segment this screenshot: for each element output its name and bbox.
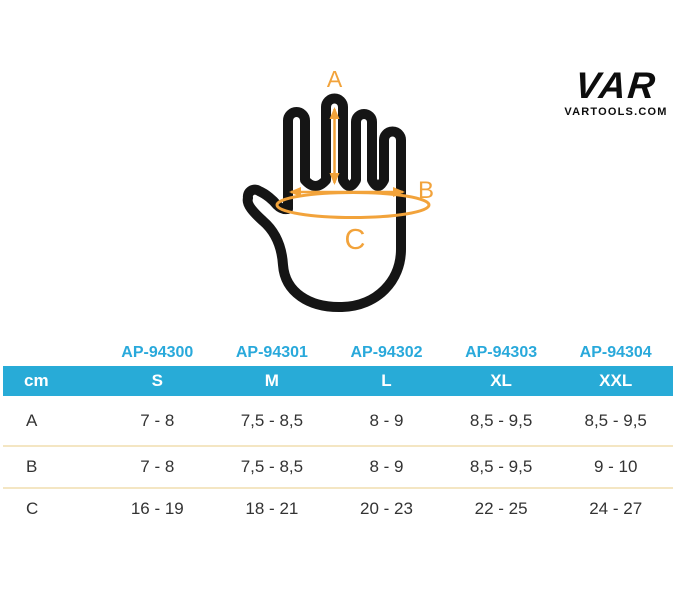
value-cell: 16 - 19 [130, 499, 184, 518]
value-cell: 24 - 27 [589, 499, 643, 518]
row-label: C [26, 499, 39, 518]
product-code: AP-94301 [235, 344, 308, 361]
value-cell: 9 - 10 [593, 457, 638, 476]
size-header: S [151, 371, 163, 390]
diagram-label-a: A [327, 66, 343, 92]
row-label: A [26, 410, 38, 430]
size-table: AP-94300 AP-94301 AP-94302 AP-94303 AP-9… [3, 340, 673, 529]
value-cell: 8,5 - 9,5 [469, 410, 533, 430]
size-header: M [264, 371, 279, 390]
product-code: AP-94303 [465, 344, 538, 361]
size-header: L [381, 371, 392, 390]
hand-outline-icon [242, 93, 406, 313]
measurement-row-a: A 7 - 8 7,5 - 8,5 8 - 9 8,5 - 9,5 8,5 - … [3, 396, 673, 445]
logo-wordmark: VAR [573, 65, 659, 106]
value-cell: 7 - 8 [140, 457, 175, 476]
product-code: AP-94302 [350, 344, 423, 361]
value-cell: 18 - 21 [245, 499, 299, 518]
size-header: XXL [599, 371, 633, 390]
hand-measurement-diagram: A B C [225, 58, 455, 330]
row-label: B [26, 457, 38, 476]
code-cell-spacer [3, 362, 100, 366]
unit-label: cm [24, 371, 49, 390]
value-cell: 20 - 23 [360, 499, 413, 518]
size-header: XL [490, 371, 512, 390]
value-cell: 7,5 - 8,5 [240, 410, 304, 430]
diagram-label-b: B [418, 177, 434, 204]
value-cell: 7 - 8 [140, 410, 175, 430]
product-code: AP-94304 [579, 344, 652, 361]
measurement-row-c: C 16 - 19 18 - 21 20 - 23 22 - 25 24 - 2… [3, 487, 673, 529]
value-cell: 7,5 - 8,5 [240, 457, 304, 476]
brand-logo: VAR VARTOOLS.COM [556, 65, 676, 118]
product-codes-row: AP-94300 AP-94301 AP-94302 AP-94303 AP-9… [3, 340, 673, 366]
value-cell: 8 - 9 [369, 410, 404, 430]
product-code: AP-94300 [121, 344, 194, 361]
logo-site-url: VARTOOLS.COM [564, 106, 668, 118]
value-cell: 22 - 25 [474, 499, 528, 518]
value-cell: 8,5 - 9,5 [469, 457, 533, 476]
value-cell: 8 - 9 [369, 457, 404, 476]
diagram-label-c: C [345, 224, 366, 256]
measurement-row-b: B 7 - 8 7,5 - 8,5 8 - 9 8,5 - 9,5 9 - 10 [3, 445, 673, 487]
size-header-bar: cm S M L XL XXL [3, 366, 673, 396]
value-cell: 8,5 - 9,5 [584, 410, 647, 430]
